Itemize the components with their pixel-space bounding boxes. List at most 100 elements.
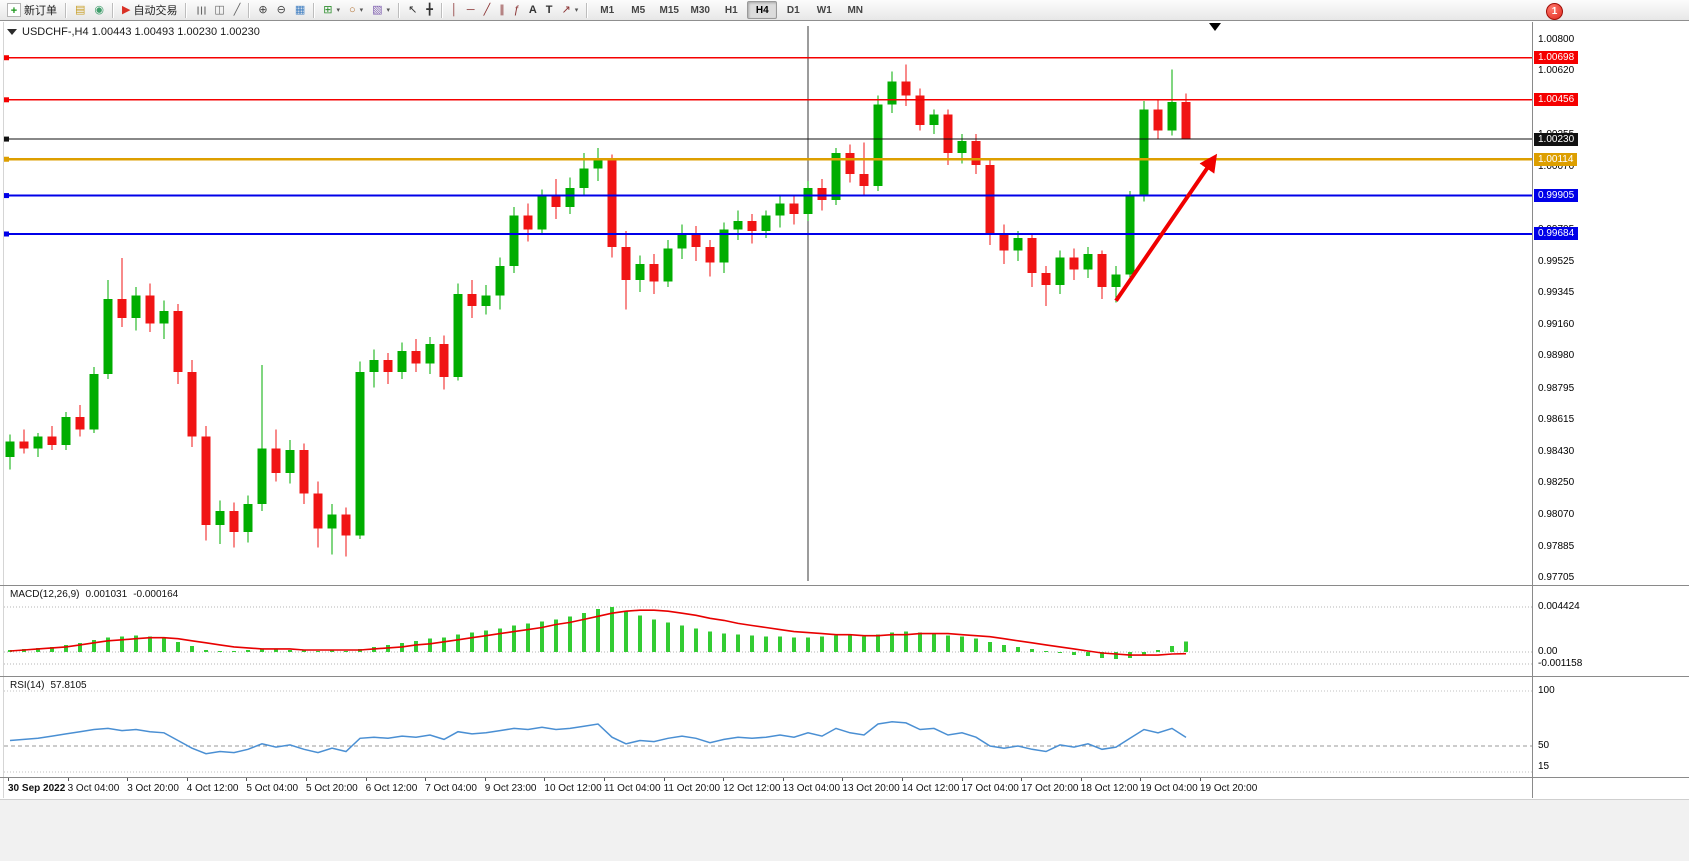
candle: [971, 140, 981, 166]
toolbar-separator: [440, 2, 443, 18]
candle: [439, 344, 449, 378]
line-handle[interactable]: [4, 55, 9, 61]
arrows-button[interactable]: ↗: [558, 0, 583, 20]
crosshair-button[interactable]: ╋: [422, 0, 437, 20]
cursor-button[interactable]: ↖: [404, 0, 421, 20]
candle: [831, 152, 841, 200]
panel-separator[interactable]: [0, 676, 1689, 677]
price-axis[interactable]: 1.008001.006201.004401.002551.000700.998…: [1533, 22, 1689, 798]
time-tick: [961, 778, 963, 781]
timeframe-m15-button[interactable]: M15: [659, 4, 679, 16]
time-tick: [1021, 778, 1023, 781]
arrow-annotation[interactable]: [1114, 153, 1218, 302]
price-axis-label: 1.00620: [1538, 65, 1575, 77]
grid-button[interactable]: ▦: [291, 0, 309, 20]
time-tick: [1080, 778, 1082, 781]
chart-shift-marker-icon[interactable]: [1209, 23, 1221, 31]
candle: [537, 196, 547, 230]
time-tick: [1200, 778, 1201, 781]
candle: [635, 264, 645, 280]
price-badge: 1.00698: [1534, 51, 1579, 65]
candle: [789, 203, 799, 214]
time-axis-label: 5 Oct 20:00: [306, 783, 358, 794]
timeframe-m5-button[interactable]: M5: [631, 4, 646, 16]
timeframe-m1-button[interactable]: M1: [600, 4, 615, 16]
zoom-in-button[interactable]: ⊕: [254, 0, 271, 20]
periods-button[interactable]: ○: [345, 0, 367, 20]
main-chart[interactable]: [4, 22, 1532, 585]
fibonacci-button[interactable]: ƒ: [510, 0, 524, 20]
panel-separator[interactable]: [0, 585, 1689, 586]
candle: [1167, 102, 1177, 131]
timeframe-h4-button[interactable]: H4: [747, 1, 778, 19]
one-click-trading-arrow-icon[interactable]: [7, 29, 17, 35]
toolbar-separator: [586, 2, 589, 18]
candle: [565, 187, 575, 207]
rsi-axis-label: 100: [1538, 685, 1555, 696]
timeframe-w1-button[interactable]: W1: [816, 4, 832, 16]
time-axis[interactable]: 30 Sep 2022 3 Oct 04:00 3 Oct 20:00 4 Oct 1…: [4, 778, 1532, 798]
new-order-button[interactable]: + 新订单: [3, 0, 61, 20]
chart-line-button[interactable]: ╱: [230, 0, 245, 20]
zoom-out-button[interactable]: ⊖: [273, 0, 290, 20]
time-axis-label: 17 Oct 20:00: [1021, 783, 1079, 794]
text-label-icon: T: [545, 3, 553, 16]
line-handle[interactable]: [4, 136, 9, 142]
vertical-line-button[interactable]: │: [447, 0, 462, 20]
candle: [817, 187, 827, 200]
line-handle[interactable]: [4, 231, 9, 237]
chart-candles-button[interactable]: ◫: [210, 0, 228, 20]
rsi-panel[interactable]: [4, 677, 1532, 777]
toolbar-separator: [398, 2, 401, 18]
candle: [607, 158, 617, 247]
timeframe-mn-button[interactable]: MN: [847, 4, 864, 16]
trendline-button[interactable]: ╱: [480, 0, 495, 20]
text-label-button[interactable]: T: [542, 0, 557, 20]
rsi-label: RSI(14) 57.8105: [10, 680, 93, 691]
time-axis-label: 19 Oct 04:00: [1140, 783, 1198, 794]
candle: [1153, 109, 1163, 131]
candle: [495, 265, 505, 296]
candle: [719, 229, 729, 263]
text-icon: A: [528, 3, 537, 16]
time-tick: [425, 778, 427, 781]
candlestick-icon: ◫: [214, 3, 225, 16]
time-axis-label: 11 Oct 20:00: [663, 783, 721, 794]
candle: [887, 81, 897, 105]
candle: [1111, 274, 1121, 287]
candle: [1139, 109, 1149, 197]
new-chart-button[interactable]: ▤: [71, 0, 89, 20]
price-axis-label: 0.98070: [1538, 508, 1575, 520]
candle: [383, 359, 393, 373]
horizontal-line-button[interactable]: ─: [463, 0, 479, 20]
toolbar-separator: [248, 2, 251, 18]
candle: [915, 95, 925, 126]
indicators-button[interactable]: ⊞: [319, 0, 344, 20]
time-tick: [604, 778, 605, 781]
candle: [775, 203, 785, 216]
timeframe-h1-button[interactable]: H1: [724, 4, 738, 16]
notification-badge[interactable]: 1: [1546, 3, 1563, 20]
auto-trading-button[interactable]: ▶ 自动交易: [118, 0, 181, 20]
timeframe-d1-button[interactable]: D1: [786, 4, 800, 16]
time-tick: [67, 778, 69, 781]
price-axis-label: 0.98615: [1538, 413, 1575, 425]
line-handle[interactable]: [4, 97, 9, 103]
macd-axis-label: 0.004424: [1538, 600, 1580, 612]
templates-button[interactable]: ▧: [368, 0, 394, 20]
price-axis-label: 0.98795: [1538, 382, 1575, 394]
toolbar-separator: [313, 2, 316, 18]
profiles-button[interactable]: ◉: [90, 0, 108, 20]
text-button[interactable]: A: [525, 0, 541, 20]
price-axis-label: 1.00800: [1538, 34, 1575, 45]
timeframe-m30-button[interactable]: M30: [690, 4, 710, 16]
chart-bars-button[interactable]: ☰: [191, 0, 209, 20]
macd-panel[interactable]: [4, 586, 1532, 676]
channel-button[interactable]: ∥: [495, 0, 509, 20]
line-handle[interactable]: [4, 193, 9, 199]
macd-label: MACD(12,26,9) 0.001031 -0.000164: [10, 589, 184, 600]
line-handle[interactable]: [4, 156, 9, 162]
candle: [929, 114, 939, 126]
price-badge: 0.99684: [1534, 227, 1579, 241]
toolbar-separator: [112, 2, 115, 18]
